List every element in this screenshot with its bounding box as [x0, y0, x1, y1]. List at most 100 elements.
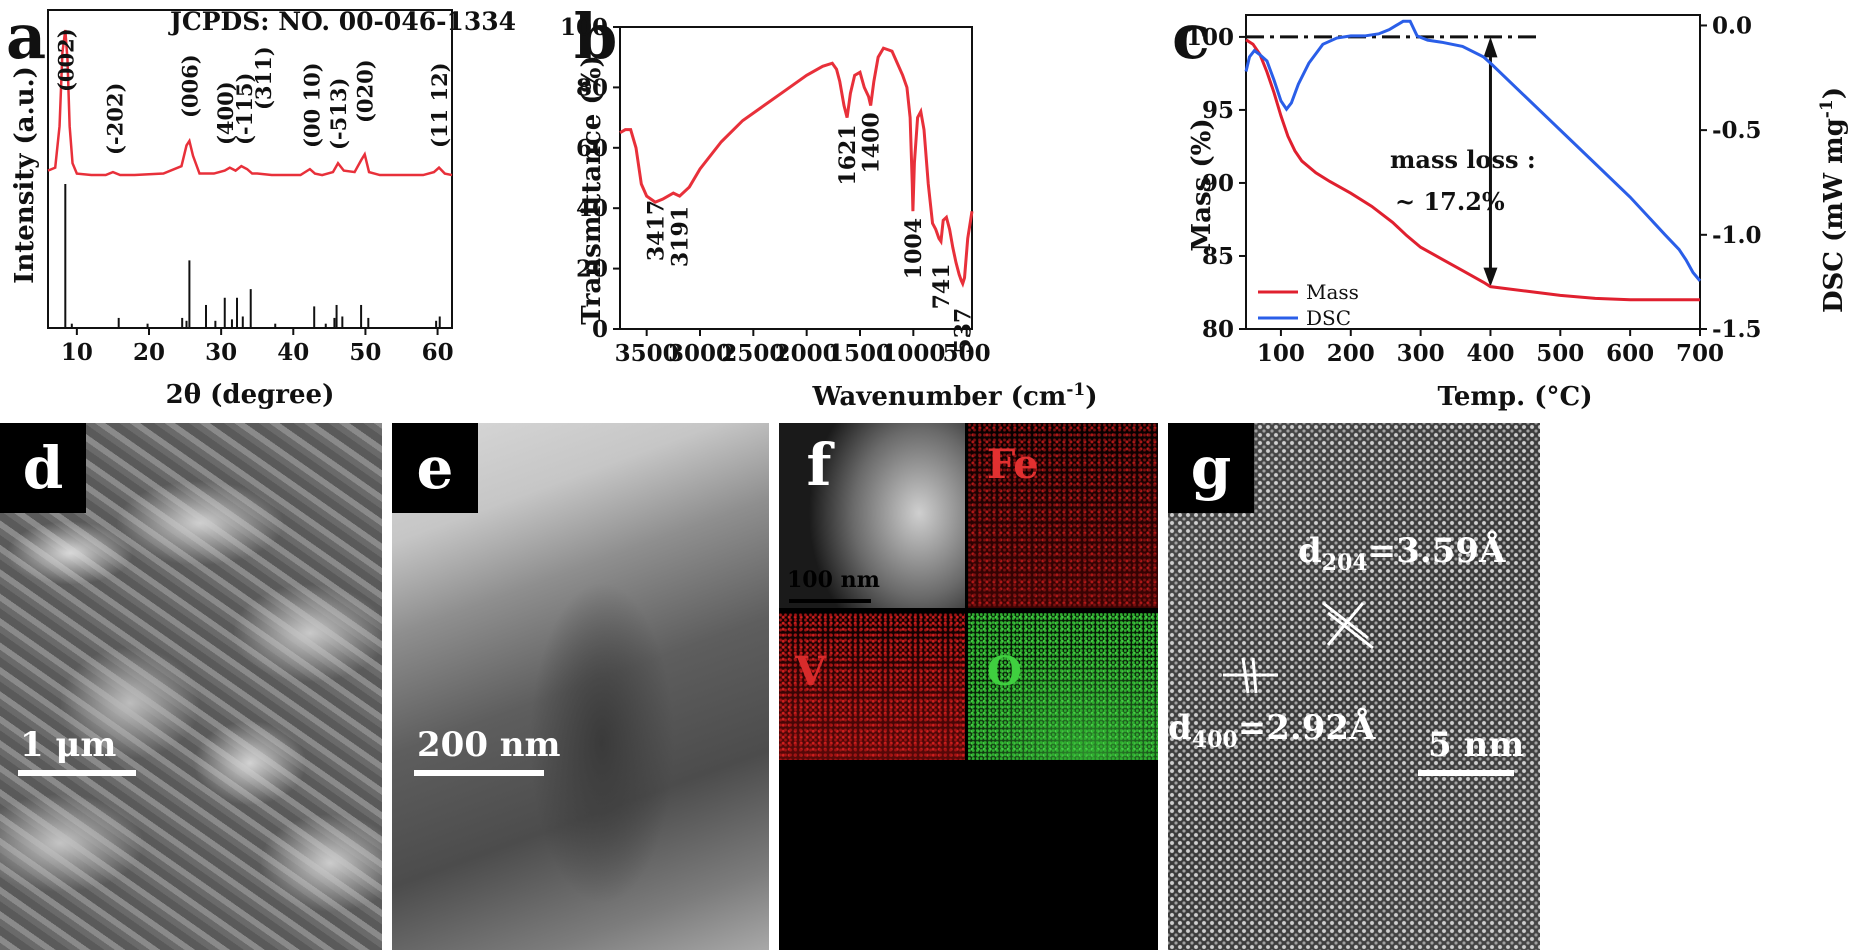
panel-c-xtick-label: 700 — [1676, 340, 1724, 367]
panel-g-hrtem-image: g d204=3.59Å d400=2.92Å 5 nm — [1168, 423, 1540, 950]
panel-b-frame — [619, 26, 973, 330]
panel-a-xtick-label: 10 — [61, 339, 93, 366]
panel-c-arrow-head-bottom — [1483, 267, 1498, 287]
panel-f-letter: f — [806, 431, 832, 499]
panel-f-v-label: V — [795, 648, 827, 695]
panel-b-peak-label: 741 — [929, 263, 955, 309]
panel-a-peak-label: (-115) — [232, 73, 257, 145]
panel-e-scale-label: 200 nm — [417, 725, 561, 765]
panel-b-xtick-label: 2000 — [775, 340, 839, 367]
panel-a-xtick-label: 20 — [133, 339, 165, 366]
panel-f-fe-map — [968, 423, 1158, 608]
panel-c-mass-line — [1245, 38, 1700, 302]
panel-c-frame — [1245, 14, 1701, 330]
panel-c-y2tick-label: -0.5 — [1712, 117, 1762, 144]
panel-c-ytick-label: 85 — [1202, 243, 1234, 270]
panel-f-fe-label: Fe — [987, 441, 1039, 488]
panel-g-d204-label: d204=3.59Å — [1298, 531, 1506, 576]
panel-a-xtick-label: 60 — [422, 339, 454, 366]
panel-f-haadf-image — [779, 423, 965, 608]
panel-c-xtick-label: 400 — [1466, 340, 1514, 367]
panel-b-ytick-label: 40 — [576, 195, 608, 222]
panel-a-xrd-chart: a 10 20 30 40 50 60 (002) (-202) (006) (400)(-115… — [6, 0, 516, 410]
panel-b-peak-label: 537 — [951, 308, 977, 354]
panel-b-peak-label: 3191 — [668, 206, 694, 267]
panel-b-peak-label: 1621 — [835, 124, 861, 185]
panel-a-peak-label: (-513) — [326, 78, 351, 150]
panel-b-ytick-label: 20 — [576, 256, 608, 283]
panel-e-scale-bar — [414, 770, 544, 776]
panel-b-ftir-line — [619, 46, 974, 288]
panel-c-xtick-label: 300 — [1397, 340, 1445, 367]
panel-c-ylabel-left: Mass (%) — [1187, 118, 1217, 251]
panel-f-scale-label: 100 nm — [787, 567, 880, 593]
panel-a-frame — [47, 9, 453, 329]
panel-c-dsc-line — [1244, 19, 1702, 282]
panel-b-ytick-label: 100 — [560, 14, 608, 41]
panel-c-y2tick-label: -1.5 — [1712, 316, 1762, 343]
panel-a-ylabel: Intensity (a.u.) — [10, 66, 40, 284]
panel-a-peak-label: (002) — [53, 28, 78, 92]
panel-c-arrow-head-top — [1483, 36, 1498, 58]
panel-c-xtick-label: 100 — [1257, 340, 1305, 367]
panel-g-scale-label: 5 nm — [1428, 725, 1525, 765]
panel-e-tem-image: e 200 nm — [392, 423, 769, 950]
panel-c-xtick-label: 200 — [1327, 340, 1375, 367]
panel-d-scale-label: 1 μm — [20, 725, 117, 765]
panel-b-ytick-label: 60 — [576, 135, 608, 162]
panel-c-ytick-label: 95 — [1202, 97, 1234, 124]
panel-c-y2tick-label: -1.0 — [1712, 222, 1762, 249]
panel-a-peak-label: (311) — [251, 46, 276, 110]
panel-d-sem-image: d 1 μm — [0, 423, 382, 950]
panel-c-legend-label: DSC — [1306, 306, 1351, 330]
panel-g-scale-bar — [1418, 770, 1514, 776]
panel-b-xtick-label: 1000 — [881, 340, 945, 367]
panel-b-xtick-label: 2500 — [721, 340, 785, 367]
panel-a-letter: a — [6, 0, 46, 73]
panel-d-letter: d — [0, 423, 86, 513]
panel-a-xrd-line — [47, 29, 453, 177]
panel-c-ytick-label: 80 — [1202, 316, 1234, 343]
panel-b-xtick-label: 500 — [943, 340, 991, 367]
panel-c-xtick-label: 600 — [1606, 340, 1654, 367]
panel-a-xlabel: 2θ (degree) — [166, 380, 335, 410]
panel-b-xtick-label: 3500 — [615, 340, 679, 367]
panel-a-plot-area: 10 20 30 40 50 60(002)(-202) (006) (400)(-115)(… — [47, 9, 454, 366]
panel-a-xtick-label: 30 — [205, 339, 237, 366]
panel-a-peak-label: (00 10) — [299, 62, 324, 148]
lattice-marker-line — [1327, 611, 1374, 650]
panel-b-xlabel: Wavenumber (cm-1) — [811, 380, 1097, 412]
panel-b-peak-label: 1400 — [859, 112, 885, 173]
panel-b-xtick-label: 1500 — [828, 340, 892, 367]
panel-b-letter: b — [574, 0, 617, 73]
panel-c-ylabel-right: DSC (mW mg-1) — [1817, 87, 1849, 313]
panel-b-ytick-label: 0 — [592, 316, 608, 343]
panel-g-d400-label: d400=2.92Å — [1168, 708, 1376, 753]
lattice-marker-line — [1326, 602, 1365, 646]
panel-b-peak-label: 1004 — [901, 218, 927, 279]
lattice-marker-line — [1322, 601, 1369, 640]
panel-b-xtick-label: 3000 — [668, 340, 732, 367]
panel-c-xtick-label: 500 — [1536, 340, 1584, 367]
panel-c-tga-dsc-chart: c 100 200 300 400 500 600 700 80 85 90 95 100 -1.5 -1… — [1172, 0, 1849, 412]
panel-f-scale-bar — [789, 599, 871, 603]
panel-b-ytick-label: 80 — [576, 74, 608, 101]
panel-f-o-map — [968, 613, 1158, 760]
panel-f-o-label: O — [987, 648, 1022, 695]
panel-c-ytick-label: 100 — [1186, 24, 1234, 51]
panel-c-plot-area: 100 200 300 400 500 600 700 80 85 90 95 100 -1.5 -1.0… — [1186, 12, 1762, 367]
panel-a-xtick-label: 40 — [277, 339, 309, 366]
panel-a-peak-label: (400) — [213, 81, 238, 145]
panel-c-annotation-line2: ~ 17.2% — [1395, 187, 1505, 216]
panel-c-annotation-line1: mass loss : — [1390, 145, 1536, 174]
panel-c-ytick-label: 90 — [1202, 170, 1234, 197]
panel-d-scale-bar — [18, 770, 136, 776]
panel-g-lattice-markers — [1223, 601, 1374, 694]
panel-a-xtick-label: 50 — [349, 339, 381, 366]
panel-e-letter: e — [392, 423, 478, 513]
panel-c-xlabel: Temp. (°C) — [1438, 382, 1593, 412]
panel-b-ylabel: Transmittance (%) — [577, 55, 607, 324]
panel-a-peak-label: (020) — [353, 59, 378, 123]
